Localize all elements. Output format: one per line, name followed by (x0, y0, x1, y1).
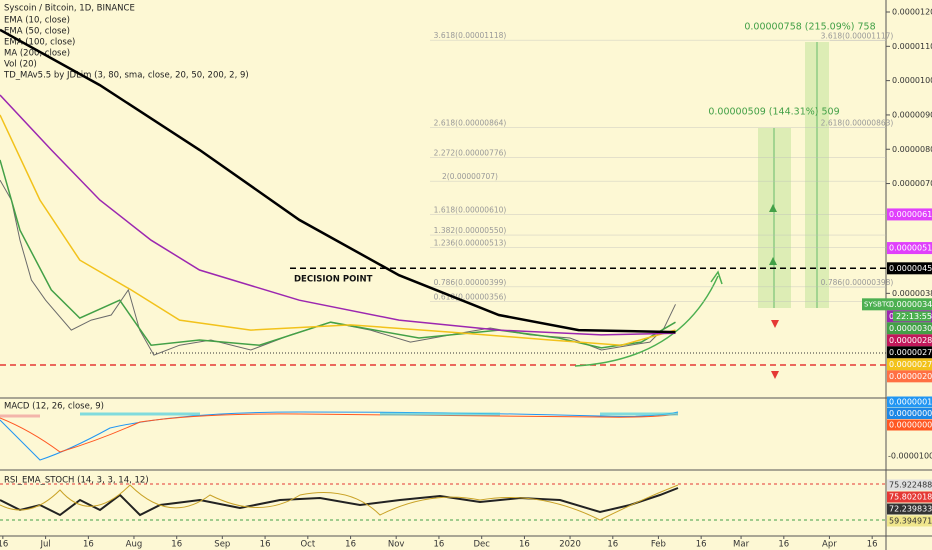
y-tick-label: 0.00001100 (892, 42, 932, 51)
price-tag-label: 0.00000278 (889, 360, 932, 369)
curve-arrow (574, 275, 719, 367)
x-tick-label: 16 (867, 540, 878, 550)
x-tick-label: 16 (171, 540, 182, 550)
rsi-tag (887, 503, 932, 515)
fib-label: 2.618(0.00000863) (821, 119, 894, 128)
x-tick-label: 16 (83, 540, 94, 550)
x-tick-label: 16 (434, 540, 445, 550)
rsi-lines (0, 483, 886, 521)
rsi-tag (887, 479, 932, 491)
fib-label: 0.786(0.00000398) (821, 278, 894, 287)
price-tag-label: 0.00000512 (889, 244, 932, 253)
rsi-tag (887, 515, 932, 527)
decision-label: DECISION POINT (294, 275, 373, 285)
series-line (0, 28, 676, 334)
fib-label: 0.618(0.00000356) (434, 293, 507, 302)
x-tick-label: Sep (214, 540, 230, 550)
series-line (0, 114, 676, 346)
series-line (0, 94, 676, 336)
fib-label: 1.618(0.00000610) (434, 205, 507, 214)
price-tag (887, 322, 932, 335)
countdown: 22:13:55 (896, 312, 932, 321)
price-tag-label: 0.00000200 (889, 372, 932, 381)
x-tick-label: 16 (0, 540, 8, 550)
macd-axis-label: -0.00001000 (888, 452, 932, 461)
indicator-label: TD_MAv5.5 by JDLim (3, 80, sma, close, 2… (3, 71, 249, 81)
price-tag-label: 0.00000610 (889, 210, 932, 219)
projection-label: 0.00000509 (144.31%) 509 (708, 107, 839, 118)
symbol-tag (862, 298, 887, 311)
x-tick-label: 2020 (559, 540, 581, 550)
y-tick-label: 0.00000380 (892, 289, 932, 298)
price-tag-label: 0.00000279 (889, 348, 932, 357)
arrow-head (710, 270, 723, 285)
fib-label: 2.272(0.00000776) (434, 148, 507, 157)
x-tick-label: Nov (388, 540, 405, 550)
countdown-box (893, 311, 931, 322)
price-tag (887, 208, 932, 221)
macd-tag-label: 0.00000008 (889, 409, 932, 418)
x-tick-label: Oct (300, 540, 315, 550)
x-tick-label: 16 (519, 540, 530, 550)
y-tick-label: 0.00000900 (892, 110, 932, 119)
x-tick-label: Mar (733, 540, 750, 550)
price-tag (887, 242, 932, 255)
fib-label: 0.786(0.00000399) (434, 278, 507, 287)
macd-title: MACD (12, 26, close, 9) (4, 402, 104, 412)
x-tick-label: 16 (607, 540, 618, 550)
fib-label: 2.618(0.00000864) (434, 118, 507, 127)
price-tag-label: 0.00000453 (889, 264, 932, 273)
series-line (0, 159, 676, 349)
price-tag-label: 0.00000348 (889, 300, 932, 309)
x-tick-label: Aug (126, 540, 143, 550)
price-tag (887, 358, 932, 371)
y-tick-label: 0.00001000 (892, 76, 932, 85)
price-tag-label: 0.00000286 (889, 336, 932, 345)
x-tick-label: Apr (822, 540, 837, 550)
chart-title: Syscoin / Bitcoin, 1D, BINANCE (4, 4, 135, 14)
legend-entry: EMA (50, close) (4, 27, 70, 37)
fib-label: 2(0.00000707) (442, 172, 498, 181)
symbol-tag-label: SYSBTC (864, 300, 891, 308)
x-tick-label: Dec (473, 540, 490, 550)
x-tick-label: 16 (345, 540, 356, 550)
macd-tag (887, 419, 932, 431)
legend-entry: EMA (100, close) (4, 38, 75, 48)
rsi-tag-label: 72.23983348 (889, 505, 932, 514)
rsi-title: RSI_EMA_STOCH (14, 3, 3, 14, 12) (4, 476, 149, 486)
price-tag (887, 298, 932, 311)
x-tick-label: 16 (696, 540, 707, 550)
macd-lines (0, 411, 679, 461)
rsi-tag-label: 75.80201802 (889, 493, 932, 502)
y-tick-label: 0.00001200 (892, 8, 932, 17)
macd-tag-label: 0.00000006 (889, 421, 932, 430)
y-tick-label: 0.00000700 (892, 179, 932, 188)
price-tag (887, 262, 932, 275)
x-tick-label: Feb (651, 540, 666, 550)
rsi-tag-label: 75.92248859 (889, 481, 932, 490)
fib-label: 3.618(0.00001117) (821, 31, 894, 40)
macd-tag (887, 408, 932, 419)
price-tag (887, 370, 932, 383)
x-tick-label: 16 (260, 540, 271, 550)
indicator-label: Vol (20) (4, 60, 37, 70)
legend-entry: EMA (10, close) (4, 16, 70, 26)
fib-label: 3.618(0.00001118) (434, 31, 507, 40)
fib-label: 1.236(0.00000513) (434, 239, 507, 248)
fib-label: 1.382(0.00000550) (434, 226, 507, 235)
rsi-tag (887, 491, 932, 503)
y-tick-label: 0.00000800 (892, 145, 932, 154)
macd-tag-label: 0.00000014 (889, 398, 932, 407)
projection-label: 0.00000758 (215.09%) 758 (744, 22, 875, 33)
x-tick-label: 16 (778, 540, 789, 550)
legend-entry: MA (200, close) (4, 49, 70, 59)
x-tick-label: Jul (39, 540, 50, 550)
price-tag (887, 346, 932, 359)
price-tag (887, 334, 932, 347)
rsi-tag-label: 59.39497178 (889, 517, 932, 526)
macd-tag (887, 396, 932, 408)
